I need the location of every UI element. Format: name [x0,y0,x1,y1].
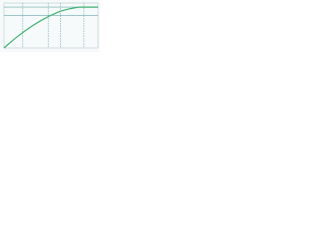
page: {"chart_data": {"type": "line", "x": [0,… [0,0,100,52]
chart [0,0,100,52]
plot-frame [3,2,99,49]
background [0,0,100,52]
series-line [3,6,98,49]
